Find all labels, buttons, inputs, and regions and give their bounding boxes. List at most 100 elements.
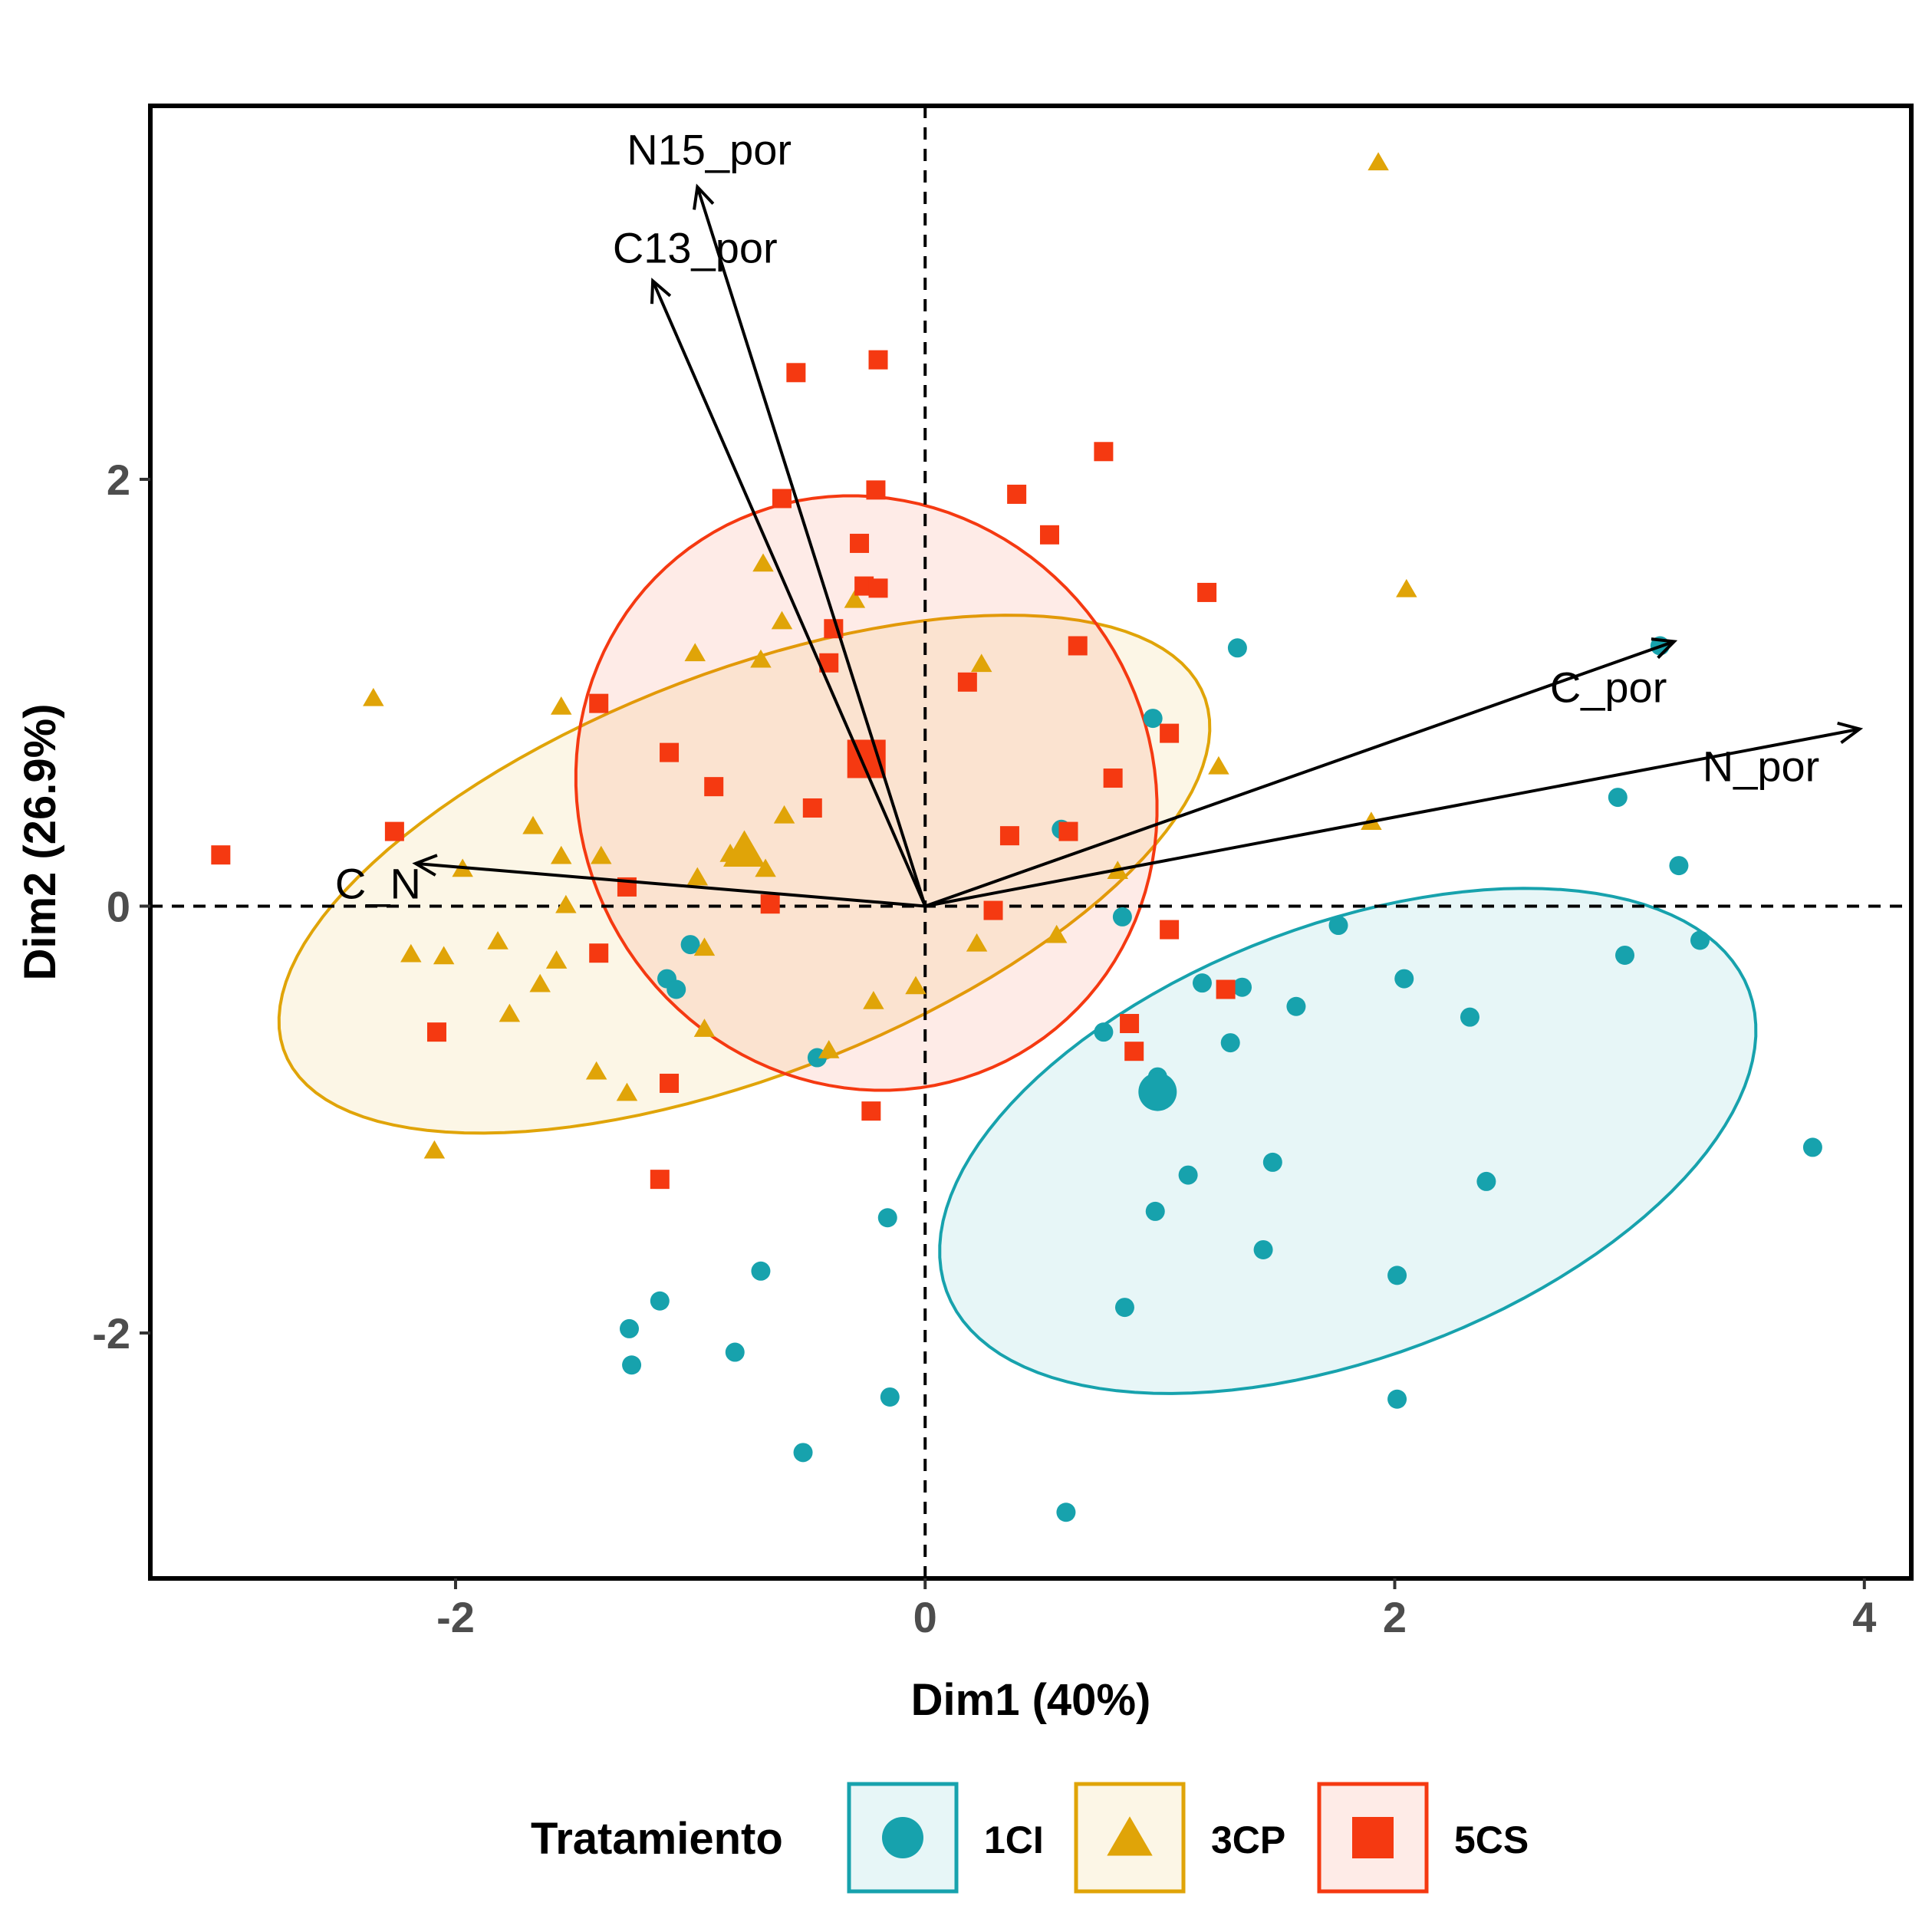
point-3cp — [755, 858, 776, 877]
point-1ci — [1094, 1022, 1114, 1042]
point-5cs — [772, 489, 792, 509]
point-5cs — [868, 350, 888, 370]
point-5cs — [1068, 636, 1088, 656]
point-1ci — [666, 979, 686, 999]
x-tick-label: 2 — [1383, 1593, 1407, 1641]
point-3cp — [499, 1003, 521, 1022]
point-3cp — [550, 696, 572, 715]
x-ticks: -2 0 2 4 — [436, 1578, 1876, 1641]
point-3cp — [1045, 924, 1068, 943]
point-3cp — [693, 937, 716, 956]
point-1ci — [1669, 856, 1689, 876]
point-1ci — [751, 1261, 771, 1281]
point-5cs — [650, 1170, 670, 1190]
point-1ci — [1286, 996, 1306, 1016]
point-3cp — [550, 845, 572, 864]
ellipse-layer — [277, 494, 1758, 1395]
point-3cp — [616, 1082, 638, 1101]
point-1ci — [1143, 709, 1163, 729]
point-1ci — [793, 1443, 813, 1463]
point-1ci — [1192, 973, 1212, 993]
variable-arrows: N15_por C13_por C_por N_por C_N — [335, 125, 1864, 908]
arrow-n-por: N_por — [924, 721, 1864, 908]
variable-label: N15_por — [627, 125, 792, 173]
point-1ci — [1233, 977, 1252, 997]
point-5cs — [660, 1073, 680, 1093]
point-5cs — [426, 1022, 446, 1042]
point-3cp — [522, 815, 544, 834]
point-1ci — [622, 1355, 642, 1375]
point-3cp — [1368, 152, 1389, 171]
point-5cs — [1160, 723, 1180, 743]
y-tick-label: 0 — [107, 882, 130, 930]
point-1ci — [1460, 1007, 1479, 1027]
legend-item-3cp: 3CP — [1074, 1782, 1285, 1894]
x-tick-label: -2 — [436, 1593, 475, 1641]
point-1ci — [880, 1387, 900, 1407]
y-tick-label: 2 — [107, 456, 130, 504]
point-5cs — [866, 480, 886, 500]
point-3cp — [1208, 755, 1229, 775]
point-3cp — [591, 845, 612, 864]
point-3cp — [585, 1061, 607, 1080]
point-5cs — [868, 578, 888, 598]
point-5cs — [760, 894, 780, 914]
point-5cs — [1160, 920, 1180, 940]
point-5cs — [1007, 484, 1027, 504]
point-3cp — [363, 687, 384, 706]
legend-marker-circle — [882, 1817, 923, 1858]
legend-marker-square — [1352, 1817, 1394, 1858]
point-5cs — [1058, 821, 1078, 841]
point-3cp — [693, 1019, 716, 1037]
x-tick-label: 0 — [913, 1593, 937, 1641]
point-5cs — [861, 1101, 881, 1121]
legend-marker-triangle — [1107, 1816, 1153, 1856]
point-3cp — [752, 553, 774, 572]
point-1ci — [1608, 788, 1628, 808]
point-5cs — [1124, 1042, 1144, 1061]
point-5cs — [589, 943, 609, 963]
point-3cp — [750, 649, 772, 668]
point-1ci — [680, 935, 700, 955]
point-5cs — [1197, 582, 1217, 602]
point-5cs — [1120, 1014, 1140, 1034]
arrow-c-por: C_por — [924, 637, 1678, 908]
point-5cs — [1103, 769, 1123, 788]
point-3cp — [423, 1140, 446, 1159]
point-3cp — [773, 805, 795, 824]
point-5cs — [211, 845, 231, 865]
point-5cs — [957, 672, 977, 692]
point-3cp — [863, 990, 884, 1009]
ellipse-5cs — [574, 494, 1159, 1092]
point-1ci — [1178, 1165, 1198, 1185]
variable-label: C_por — [1550, 663, 1667, 712]
point-3cp — [966, 933, 988, 952]
plot-panel-border — [148, 104, 1914, 1581]
point-5cs — [802, 798, 822, 818]
point-5cs — [704, 777, 724, 797]
point-1ci — [1114, 1298, 1134, 1318]
y-axis-title: Dim2 (26.9%) — [15, 703, 65, 980]
point-5cs — [999, 826, 1019, 846]
y-ticks: -2 0 2 — [92, 456, 150, 1358]
legend-item-1ci: 1CI — [847, 1782, 1044, 1894]
variable-label: C_N — [335, 860, 421, 908]
point-1ci — [877, 1208, 897, 1228]
x-tick-label: 4 — [1852, 1593, 1876, 1641]
arrow-c-n: C_N — [335, 854, 926, 908]
point-1ci — [1387, 1266, 1407, 1285]
point-5cs — [850, 533, 870, 553]
legend-label: 5CS — [1454, 1818, 1529, 1861]
legend-label: 3CP — [1211, 1818, 1285, 1861]
point-1ci — [650, 1291, 670, 1311]
variable-label: C13_por — [613, 223, 778, 272]
point-3cp — [545, 950, 568, 969]
legend-title: Tratamiento — [531, 1814, 783, 1864]
point-3cp — [905, 976, 927, 995]
centroid-3cp — [723, 830, 766, 867]
point-1ci — [1262, 1152, 1282, 1172]
legend-item-5cs: 5CS — [1317, 1782, 1529, 1894]
ellipse-1ci — [938, 887, 1758, 1395]
legend: Tratamiento 1CI 3CP 5CS — [531, 1782, 1529, 1894]
